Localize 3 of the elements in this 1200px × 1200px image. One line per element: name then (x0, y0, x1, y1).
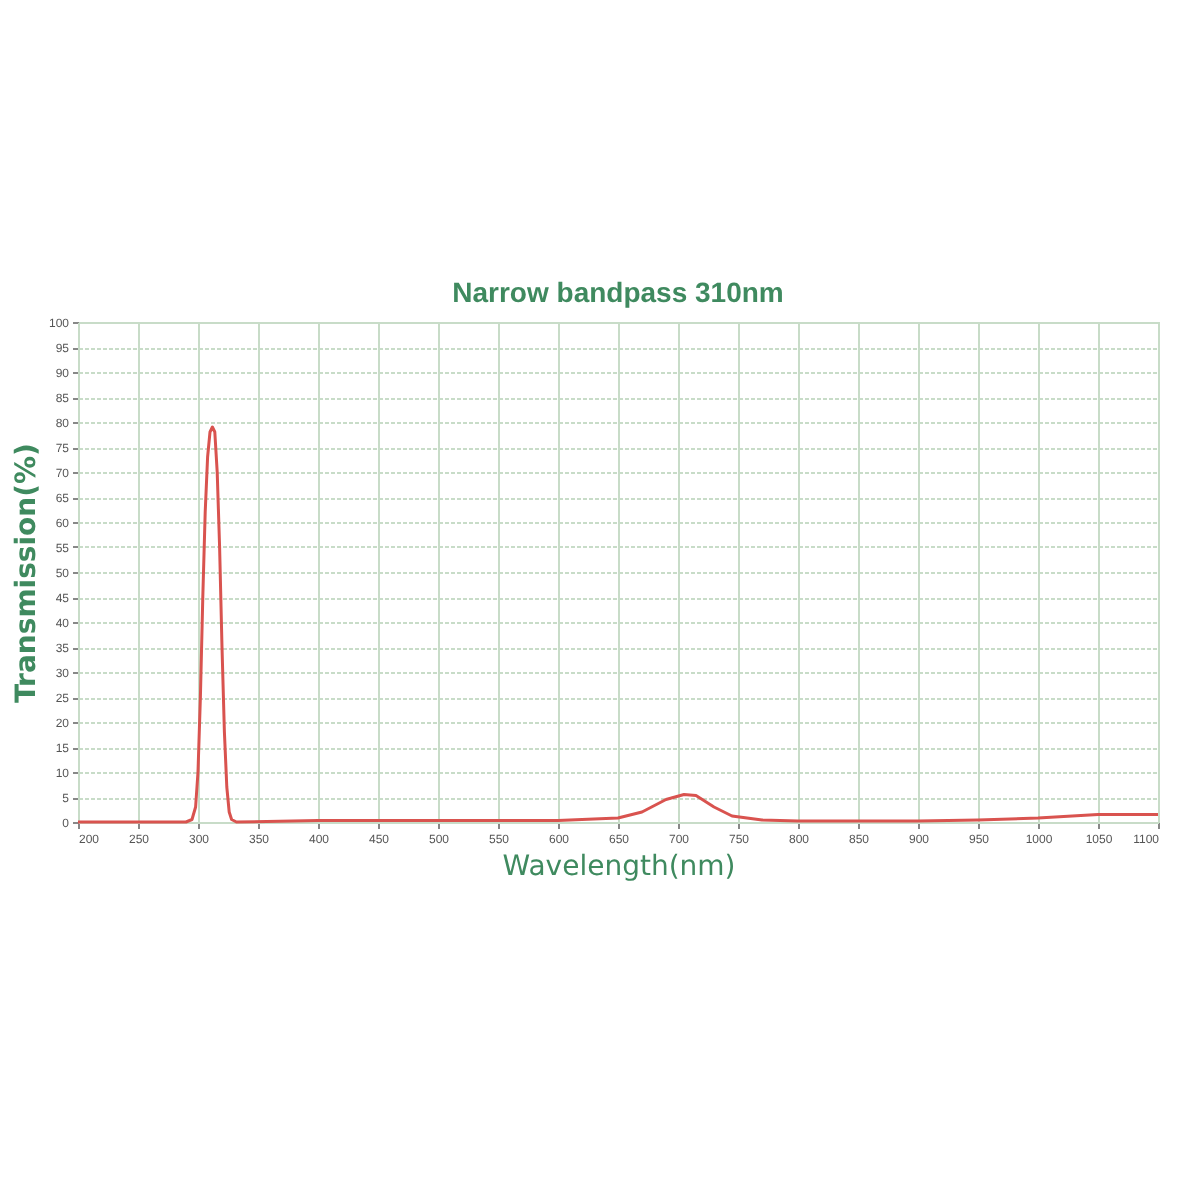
x-axis-title: Wavelength(nm) (502, 851, 736, 883)
chart-title: Narrow bandpass 310nm (452, 276, 784, 308)
y-axis-title: Transmission(%) (10, 443, 43, 703)
